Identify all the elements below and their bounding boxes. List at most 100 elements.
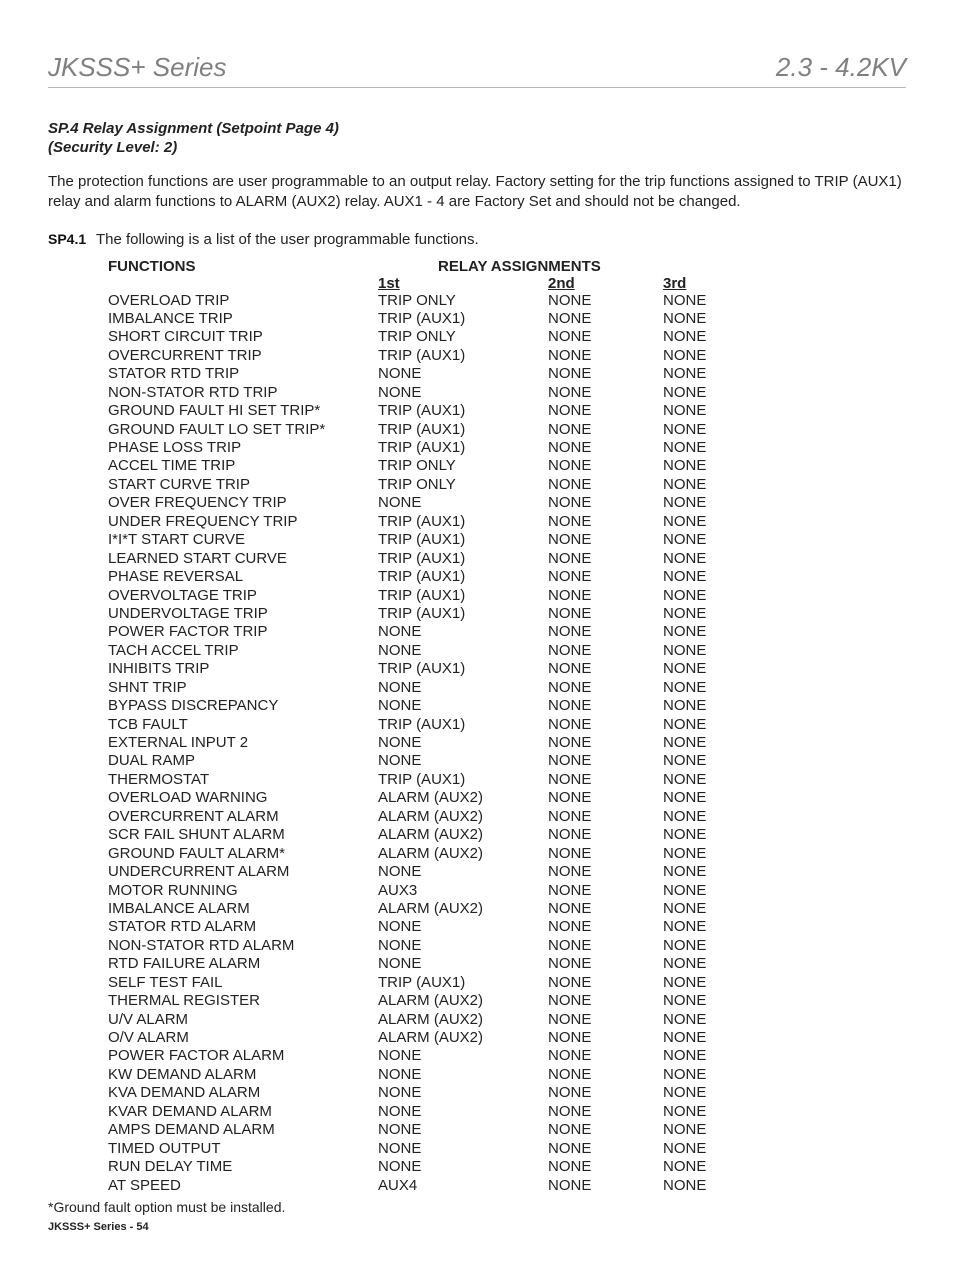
- table-row: STATOR RTD TRIPNONENONENONE: [108, 365, 906, 383]
- cell-2nd: NONE: [548, 402, 663, 420]
- relay-table: FUNCTIONS RELAY ASSIGNMENTS 1st 2nd 3rd …: [108, 258, 906, 1195]
- cell-function: STATOR RTD ALARM: [108, 918, 378, 936]
- cell-1st: TRIP (AUX1): [378, 402, 548, 420]
- cell-function: START CURVE TRIP: [108, 476, 378, 494]
- cell-3rd: NONE: [663, 1158, 743, 1176]
- cell-function: KVA DEMAND ALARM: [108, 1084, 378, 1102]
- cell-1st: NONE: [378, 679, 548, 697]
- cell-3rd: NONE: [663, 937, 743, 955]
- cell-2nd: NONE: [548, 789, 663, 807]
- table-row: START CURVE TRIPTRIP ONLYNONENONE: [108, 476, 906, 494]
- cell-1st: NONE: [378, 623, 548, 641]
- table-row: OVERVOLTAGE TRIPTRIP (AUX1)NONENONE: [108, 587, 906, 605]
- cell-2nd: NONE: [548, 1011, 663, 1029]
- section-title-line1: SP.4 Relay Assignment (Setpoint Page 4): [48, 120, 906, 137]
- cell-2nd: NONE: [548, 513, 663, 531]
- table-header-relay: RELAY ASSIGNMENTS: [378, 258, 601, 275]
- cell-function: TACH ACCEL TRIP: [108, 642, 378, 660]
- cell-function: ACCEL TIME TRIP: [108, 457, 378, 475]
- table-row: NON-STATOR RTD ALARMNONENONENONE: [108, 937, 906, 955]
- cell-1st: NONE: [378, 918, 548, 936]
- cell-3rd: NONE: [663, 697, 743, 715]
- cell-3rd: NONE: [663, 1011, 743, 1029]
- cell-3rd: NONE: [663, 1177, 743, 1195]
- cell-function: MOTOR RUNNING: [108, 882, 378, 900]
- cell-3rd: NONE: [663, 974, 743, 992]
- cell-1st: NONE: [378, 1047, 548, 1065]
- table-row: ACCEL TIME TRIPTRIP ONLYNONENONE: [108, 457, 906, 475]
- cell-2nd: NONE: [548, 974, 663, 992]
- cell-3rd: NONE: [663, 476, 743, 494]
- table-body: OVERLOAD TRIPTRIP ONLYNONENONEIMBALANCE …: [108, 292, 906, 1195]
- cell-2nd: NONE: [548, 605, 663, 623]
- cell-2nd: NONE: [548, 900, 663, 918]
- cell-1st: TRIP (AUX1): [378, 660, 548, 678]
- cell-2nd: NONE: [548, 531, 663, 549]
- cell-function: INHIBITS TRIP: [108, 660, 378, 678]
- cell-1st: TRIP (AUX1): [378, 531, 548, 549]
- cell-1st: TRIP (AUX1): [378, 974, 548, 992]
- cell-3rd: NONE: [663, 1140, 743, 1158]
- cell-1st: NONE: [378, 863, 548, 881]
- cell-function: GROUND FAULT LO SET TRIP*: [108, 421, 378, 439]
- cell-2nd: NONE: [548, 1121, 663, 1139]
- cell-function: RTD FAILURE ALARM: [108, 955, 378, 973]
- cell-1st: TRIP ONLY: [378, 328, 548, 346]
- cell-function: IMBALANCE ALARM: [108, 900, 378, 918]
- table-row: OVER FREQUENCY TRIPNONENONENONE: [108, 494, 906, 512]
- cell-function: TCB FAULT: [108, 716, 378, 734]
- sp-label: SP4.1: [48, 231, 96, 247]
- cell-function: AMPS DEMAND ALARM: [108, 1121, 378, 1139]
- cell-1st: TRIP ONLY: [378, 457, 548, 475]
- cell-2nd: NONE: [548, 679, 663, 697]
- cell-function: OVERCURRENT ALARM: [108, 808, 378, 826]
- cell-function: NON-STATOR RTD ALARM: [108, 937, 378, 955]
- cell-3rd: NONE: [663, 1121, 743, 1139]
- cell-2nd: NONE: [548, 365, 663, 383]
- cell-3rd: NONE: [663, 716, 743, 734]
- cell-3rd: NONE: [663, 310, 743, 328]
- document-page: JKSSS+ Series 2.3 - 4.2KV SP.4 Relay Ass…: [0, 0, 954, 1263]
- cell-2nd: NONE: [548, 937, 663, 955]
- cell-2nd: NONE: [548, 421, 663, 439]
- cell-1st: ALARM (AUX2): [378, 808, 548, 826]
- table-row: SHORT CIRCUIT TRIPTRIP ONLYNONENONE: [108, 328, 906, 346]
- table-row: IMBALANCE TRIPTRIP (AUX1)NONENONE: [108, 310, 906, 328]
- cell-3rd: NONE: [663, 439, 743, 457]
- cell-3rd: NONE: [663, 752, 743, 770]
- cell-3rd: NONE: [663, 734, 743, 752]
- cell-function: SCR FAIL SHUNT ALARM: [108, 826, 378, 844]
- cell-2nd: NONE: [548, 310, 663, 328]
- cell-function: THERMOSTAT: [108, 771, 378, 789]
- cell-3rd: NONE: [663, 457, 743, 475]
- table-row: TIMED OUTPUTNONENONENONE: [108, 1140, 906, 1158]
- cell-3rd: NONE: [663, 402, 743, 420]
- table-row: AT SPEEDAUX4NONENONE: [108, 1177, 906, 1195]
- cell-1st: NONE: [378, 734, 548, 752]
- cell-function: SELF TEST FAIL: [108, 974, 378, 992]
- cell-function: OVERVOLTAGE TRIP: [108, 587, 378, 605]
- table-header-functions: FUNCTIONS: [108, 258, 378, 275]
- cell-1st: AUX4: [378, 1177, 548, 1195]
- cell-2nd: NONE: [548, 955, 663, 973]
- cell-3rd: NONE: [663, 789, 743, 807]
- table-row: TCB FAULTTRIP (AUX1)NONENONE: [108, 716, 906, 734]
- cell-3rd: NONE: [663, 771, 743, 789]
- table-row: POWER FACTOR TRIPNONENONENONE: [108, 623, 906, 641]
- cell-function: PHASE REVERSAL: [108, 568, 378, 586]
- table-row: POWER FACTOR ALARMNONENONENONE: [108, 1047, 906, 1065]
- table-row: TACH ACCEL TRIPNONENONENONE: [108, 642, 906, 660]
- table-row: DUAL RAMPNONENONENONE: [108, 752, 906, 770]
- footnote: *Ground fault option must be installed.: [48, 1199, 906, 1215]
- cell-1st: ALARM (AUX2): [378, 826, 548, 844]
- cell-2nd: NONE: [548, 734, 663, 752]
- table-row: GROUND FAULT ALARM*ALARM (AUX2)NONENONE: [108, 845, 906, 863]
- cell-1st: TRIP (AUX1): [378, 513, 548, 531]
- cell-function: KW DEMAND ALARM: [108, 1066, 378, 1084]
- cell-2nd: NONE: [548, 808, 663, 826]
- cell-3rd: NONE: [663, 1084, 743, 1102]
- table-row: U/V ALARMALARM (AUX2)NONENONE: [108, 1011, 906, 1029]
- cell-3rd: NONE: [663, 292, 743, 310]
- cell-2nd: NONE: [548, 1084, 663, 1102]
- cell-1st: NONE: [378, 1158, 548, 1176]
